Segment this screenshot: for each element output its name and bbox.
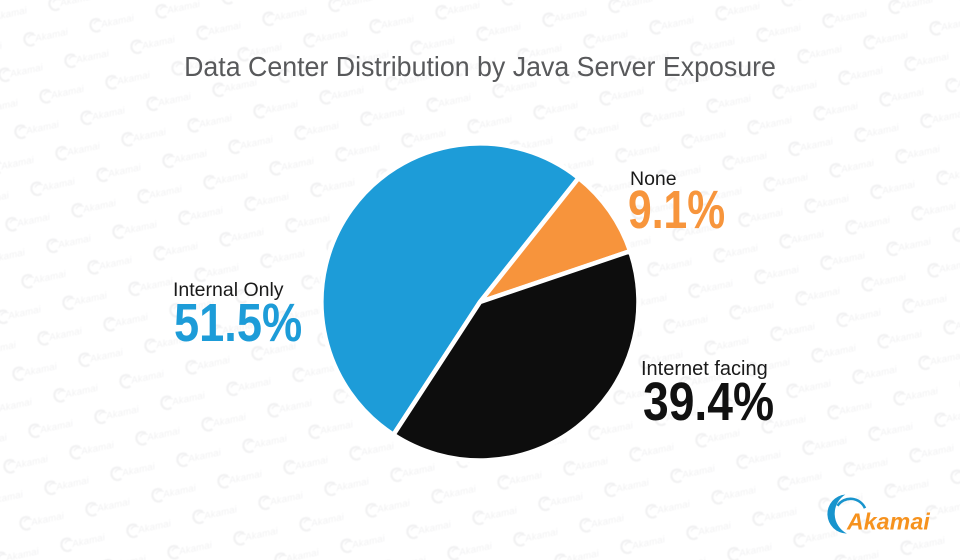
svg-text:Akamai: Akamai bbox=[846, 509, 930, 535]
